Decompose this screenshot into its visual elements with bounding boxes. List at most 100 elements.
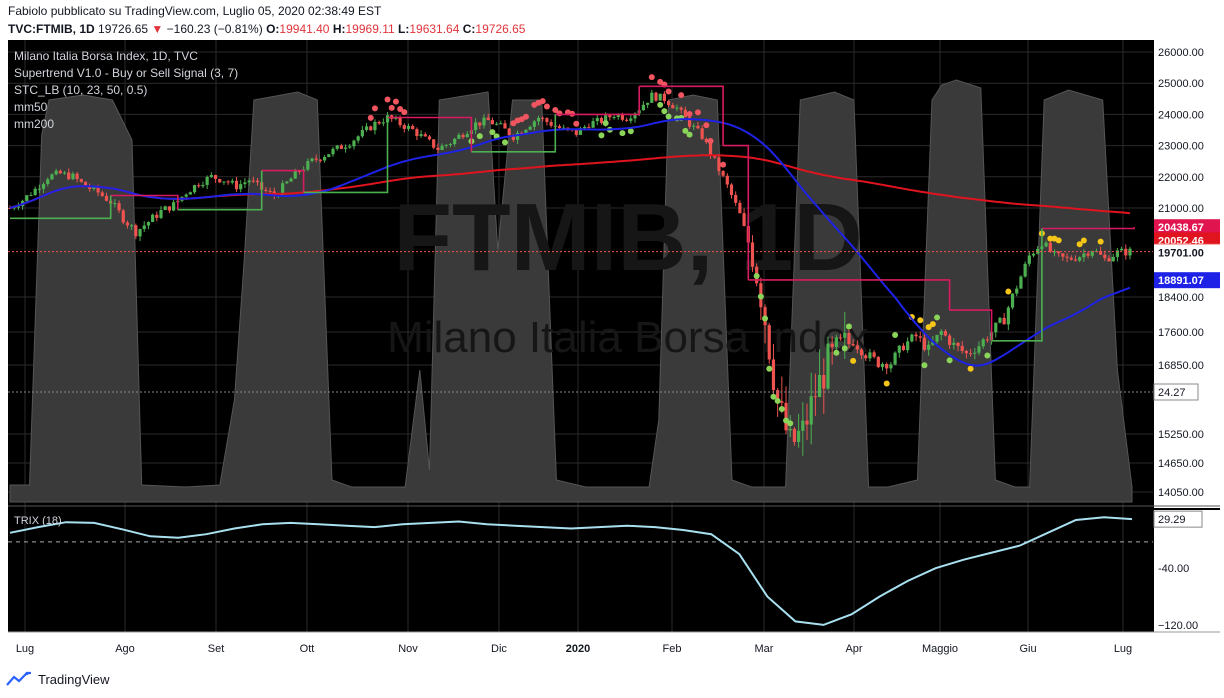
price-tick-label: 21000.00 (1158, 203, 1204, 215)
signal-dot-sell (388, 104, 395, 111)
candle-body (1015, 288, 1019, 294)
time-axis-bg (8, 632, 1220, 660)
time-tick-label: Dic (491, 643, 507, 655)
candle-body (117, 203, 121, 211)
candle-body (121, 210, 125, 223)
signal-dot-buy (627, 128, 634, 135)
low-value: 19631.64 (409, 22, 460, 36)
price-pane[interactable]: FTMIB, 1D Milano Italia Borsa Index 26000.… (8, 40, 1220, 632)
candle-body (910, 334, 914, 342)
candle-body (620, 114, 625, 120)
candle-body (646, 102, 650, 105)
candle-body (218, 178, 222, 183)
candle-body (314, 158, 318, 160)
signal-dot-buy (686, 131, 693, 138)
brand[interactable]: TradingView (6, 671, 110, 687)
signal-dot-buy (665, 113, 672, 120)
candle-body (285, 181, 289, 184)
candle-body (230, 180, 234, 183)
candle-body (247, 180, 251, 183)
candle-body (209, 175, 213, 177)
signal-dot-sell (392, 98, 399, 105)
close-value: 19726.65 (475, 22, 526, 36)
trix-last-label: 29.29 (1158, 514, 1186, 526)
signal-dot (934, 314, 941, 321)
candle-body (1069, 257, 1073, 260)
candle-body (897, 345, 901, 353)
stc-area (9, 79, 1133, 503)
candle-body (843, 332, 847, 338)
signal-dot (833, 349, 840, 356)
candle-body (25, 195, 29, 201)
symbol-name[interactable]: TVC:FTMIB, 1D (8, 22, 95, 36)
time-tick-label: Maggio (922, 643, 958, 655)
candle-body (453, 138, 457, 145)
trix-tick-label: −120.00 (1158, 620, 1198, 632)
time-axis[interactable]: Lug Ago Set Ott Nov Dic 2020 Feb Mar Apr Maggio Giu… (8, 631, 1220, 660)
candle-body (776, 390, 780, 402)
candle-body (872, 352, 876, 357)
trix-axis-bg (1154, 510, 1220, 632)
signal-dot-sell (539, 98, 546, 105)
candle-body (474, 122, 478, 131)
candle-body (419, 134, 423, 137)
candle-body (482, 117, 486, 126)
candle-body (742, 213, 746, 226)
candle-body (507, 128, 511, 136)
candle-body (738, 202, 742, 214)
candle-body (528, 126, 532, 130)
price-tick-label: 24000.00 (1158, 109, 1204, 121)
high-value: 19969.11 (345, 22, 395, 36)
candle-body (708, 142, 713, 155)
candle-body (364, 126, 369, 130)
chart-area[interactable]: FTMIB, 1D Milano Italia Borsa Index 26000.… (8, 40, 1220, 660)
candle-body (952, 342, 956, 345)
signal-dot-yellow (1080, 237, 1087, 244)
time-tick-label: 2020 (566, 643, 590, 655)
candle-body (423, 134, 427, 137)
signal-dot (892, 332, 899, 339)
candle-body (687, 117, 692, 127)
candle-body (1057, 251, 1061, 254)
candle-body (58, 170, 62, 174)
candle-body (1090, 251, 1094, 256)
candle-body (599, 117, 604, 123)
last-price: 19726.65 (98, 22, 149, 36)
candle-body (935, 334, 939, 342)
candle-body (973, 352, 977, 354)
candle-body (1078, 257, 1082, 261)
candle-body (163, 206, 167, 210)
candle-body (448, 144, 453, 146)
candle-body (50, 174, 54, 180)
signal-dot-buy (476, 133, 483, 140)
trix-pane[interactable]: TRIX (18) -40.00 −120.00 29.29 (8, 505, 1220, 632)
price-tag-label: 19701.00 (1158, 247, 1204, 259)
candle-body (536, 117, 541, 122)
candle-body (377, 121, 381, 124)
candle-body (666, 101, 671, 106)
candle-body (268, 190, 272, 192)
candle-body (465, 134, 469, 138)
signal-dot-sell (707, 137, 714, 144)
candle-body (864, 355, 868, 359)
candle-body (515, 132, 520, 140)
candle-body (478, 122, 482, 126)
signal-dot-sell (522, 113, 529, 120)
candle-body (1107, 258, 1111, 262)
signal-dot-buy (602, 120, 609, 127)
price-tick-label: 14050.00 (1158, 487, 1204, 499)
signal-dot-buy (682, 127, 689, 134)
mm50-line (9, 118, 1131, 367)
candle-body (662, 93, 666, 102)
candle-body (159, 209, 163, 218)
close-label: C: (462, 22, 476, 36)
signal-dot-buy (757, 293, 764, 300)
signal-dot-sell (384, 96, 391, 103)
candle-body (297, 170, 302, 172)
candle-body (339, 145, 343, 149)
signal-dot-sell (665, 88, 672, 95)
candle-body (692, 125, 696, 127)
candle-body (1006, 307, 1010, 325)
candle-body (67, 172, 71, 180)
trix-tick-label: -40.00 (1158, 563, 1189, 575)
